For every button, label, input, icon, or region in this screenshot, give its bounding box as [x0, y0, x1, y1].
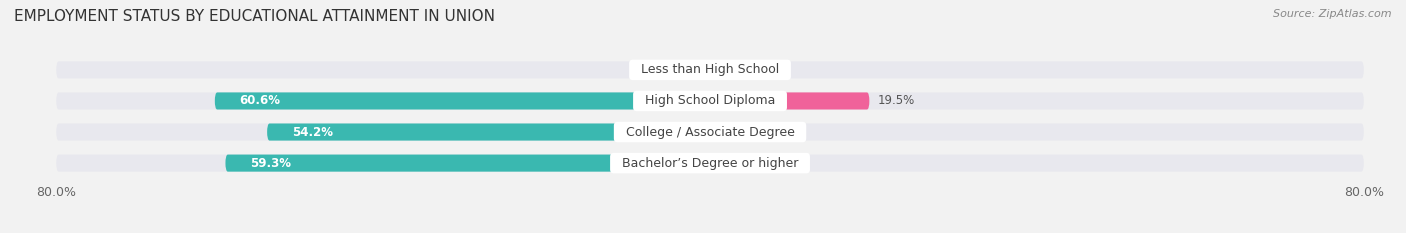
Text: EMPLOYMENT STATUS BY EDUCATIONAL ATTAINMENT IN UNION: EMPLOYMENT STATUS BY EDUCATIONAL ATTAINM… [14, 9, 495, 24]
Text: Source: ZipAtlas.com: Source: ZipAtlas.com [1274, 9, 1392, 19]
Text: 60.6%: 60.6% [239, 94, 280, 107]
FancyBboxPatch shape [56, 123, 1364, 140]
Text: 0.0%: 0.0% [759, 126, 789, 139]
Text: Bachelor’s Degree or higher: Bachelor’s Degree or higher [614, 157, 806, 170]
FancyBboxPatch shape [710, 93, 869, 110]
Text: 59.3%: 59.3% [250, 157, 291, 170]
Text: 0.0%: 0.0% [672, 63, 702, 76]
FancyBboxPatch shape [215, 93, 710, 110]
FancyBboxPatch shape [56, 61, 1364, 79]
Text: High School Diploma: High School Diploma [637, 94, 783, 107]
FancyBboxPatch shape [56, 93, 1364, 110]
FancyBboxPatch shape [267, 123, 710, 140]
Text: 0.0%: 0.0% [759, 157, 789, 170]
Text: 0.0%: 0.0% [759, 63, 789, 76]
FancyBboxPatch shape [56, 154, 1364, 172]
FancyBboxPatch shape [710, 61, 751, 79]
FancyBboxPatch shape [710, 123, 751, 140]
Text: 54.2%: 54.2% [291, 126, 333, 139]
Text: Less than High School: Less than High School [633, 63, 787, 76]
FancyBboxPatch shape [225, 154, 710, 172]
FancyBboxPatch shape [710, 154, 751, 172]
Text: College / Associate Degree: College / Associate Degree [617, 126, 803, 139]
Text: 19.5%: 19.5% [877, 94, 915, 107]
